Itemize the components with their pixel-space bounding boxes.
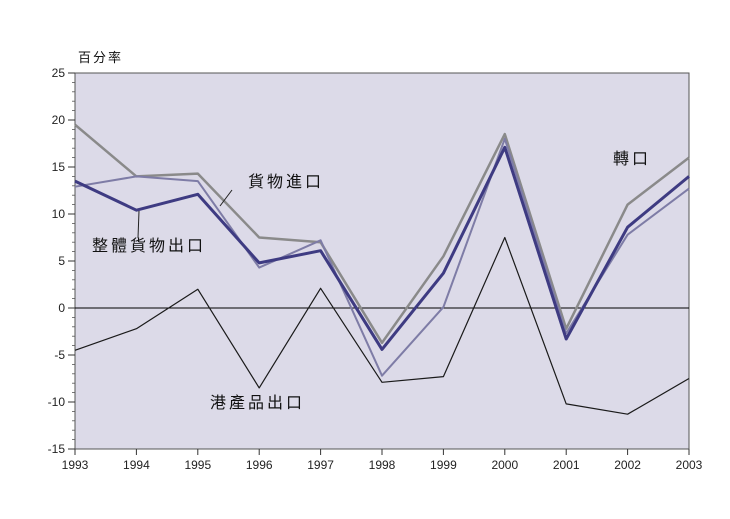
x-tick-label: 1996 [246, 458, 273, 472]
y-axis-label: 百分率 [78, 50, 123, 66]
series-line [74, 145, 690, 351]
y-tick-label: 10 [52, 207, 66, 221]
x-tick-label: 2000 [491, 458, 518, 472]
y-tick-label: 15 [52, 160, 66, 174]
x-tick-label: 2001 [553, 458, 580, 472]
series-line [74, 236, 690, 415]
y-tick-label: -15 [48, 442, 66, 456]
x-axis-ticks: 1993 1994 1995 1996 1997 1998 1999 2000 2001 2002… [62, 449, 703, 472]
x-tick-label: 1995 [184, 458, 211, 472]
series-annotation: 轉口 [613, 149, 651, 168]
annotation-leader-line [219, 189, 233, 207]
series-group [74, 123, 690, 415]
x-tick-label: 2002 [614, 458, 641, 472]
series-annotation: 港產品出口 [210, 393, 305, 412]
y-axis-ticks: -15 -10 -5 0 5 10 15 20 25 [48, 66, 75, 456]
x-tick-label: 1998 [369, 458, 396, 472]
x-tick-label: 1993 [62, 458, 89, 472]
series-line [74, 123, 690, 345]
y-tick-label: 5 [58, 254, 65, 268]
y-tick-label: -10 [48, 395, 66, 409]
series-annotation: 貨物進口 [248, 172, 324, 191]
y-tick-label: -5 [54, 348, 65, 362]
plot-background [74, 72, 690, 450]
y-tick-label: 0 [58, 301, 65, 315]
x-tick-label: 1994 [123, 458, 150, 472]
annotation-leader-line [137, 210, 140, 239]
x-tick-label: 1997 [307, 458, 334, 472]
x-tick-label: 2003 [676, 458, 703, 472]
y-tick-label: 20 [52, 113, 66, 127]
series-annotation: 整體貨物出口 [92, 236, 206, 255]
x-tick-label: 1999 [430, 458, 457, 472]
y-tick-label: 25 [52, 66, 66, 80]
